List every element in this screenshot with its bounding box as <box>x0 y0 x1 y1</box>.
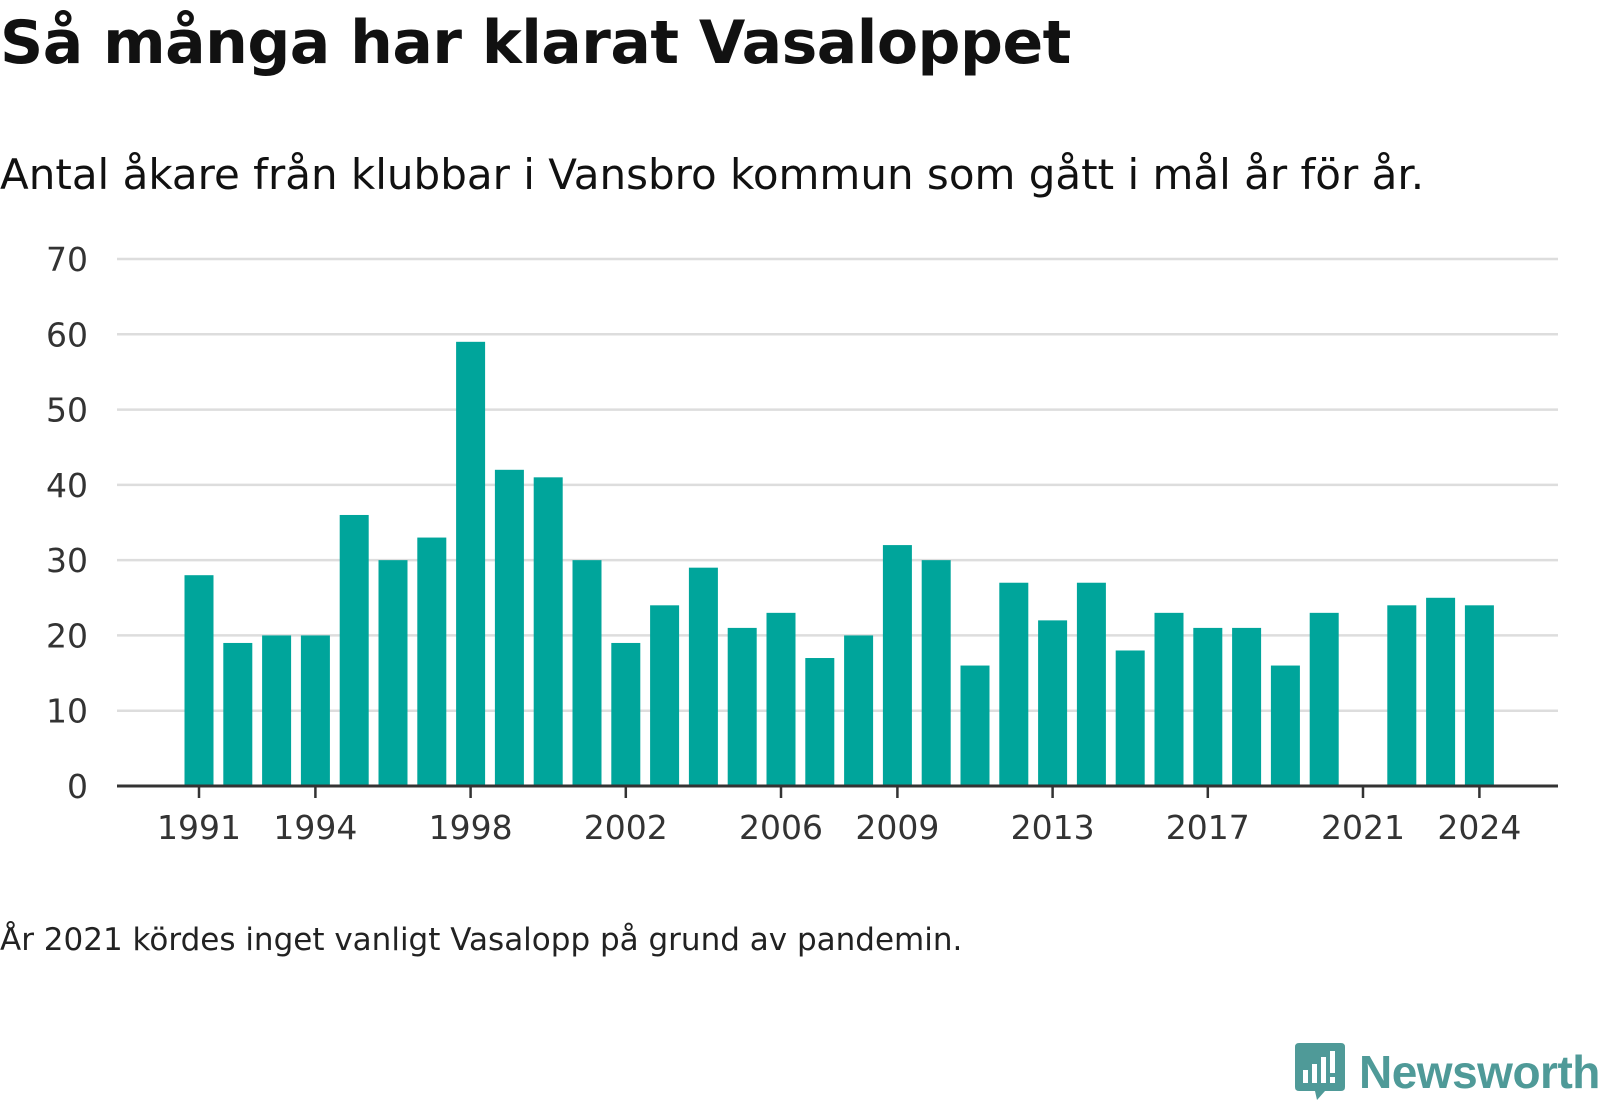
bar-1996 <box>378 560 408 786</box>
bar-chart: 0 10 20 30 40 50 60 70 1991 1994 1998 2002 2006 2009… <box>46 240 1558 847</box>
bar-2013 <box>1038 620 1068 786</box>
bar-2015 <box>1115 650 1145 786</box>
chart-subtitle: Antal åkare från klubbar i Vansbro kommu… <box>0 150 1425 199</box>
bar-2010 <box>921 560 951 786</box>
x-tick-label: 2006 <box>739 808 823 847</box>
x-tick-label: 2024 <box>1437 808 1521 847</box>
bar-2016 <box>1154 612 1184 786</box>
bar-1992 <box>223 642 253 786</box>
bar-2020 <box>1309 612 1339 786</box>
gridlines <box>117 257 1558 712</box>
bar-2000 <box>533 477 563 786</box>
x-tick-label: 2013 <box>1011 808 1095 847</box>
y-axis-tick-labels: 0 10 20 30 40 50 60 70 <box>46 240 88 806</box>
y-tick-label: 30 <box>46 541 88 580</box>
bar-2003 <box>650 605 680 786</box>
bars <box>184 341 1494 786</box>
bar-2012 <box>999 582 1029 786</box>
bar-1997 <box>417 537 447 786</box>
bar-1999 <box>494 469 524 786</box>
bar-2005 <box>727 627 757 786</box>
x-axis-ticks: 1991 1994 1998 2002 2006 2009 2013 2017 2021 2024 <box>157 786 1521 847</box>
footnote: År 2021 kördes inget vanligt Vasalopp på… <box>0 922 963 958</box>
bar-2014 <box>1076 582 1106 786</box>
bar-2008 <box>844 635 874 786</box>
x-tick-label: 1991 <box>157 808 241 847</box>
bar-2007 <box>805 658 835 786</box>
newsworthy-chart-bubble-icon <box>1295 1043 1345 1100</box>
y-tick-label: 60 <box>46 315 88 354</box>
bar-2023 <box>1426 597 1456 786</box>
bar-2011 <box>960 665 990 786</box>
bar-1998 <box>456 341 486 786</box>
y-tick-label: 70 <box>46 240 88 279</box>
bar-1995 <box>339 514 369 786</box>
y-tick-label: 50 <box>46 391 88 430</box>
bar-1993 <box>262 635 292 786</box>
bar-2001 <box>572 560 602 786</box>
x-tick-label: 2009 <box>855 808 939 847</box>
bar-2022 <box>1387 605 1417 786</box>
bar-2017 <box>1193 627 1223 786</box>
bar-2018 <box>1232 627 1262 786</box>
bar-2002 <box>611 642 641 786</box>
x-tick-label: 2021 <box>1321 808 1405 847</box>
bar-2019 <box>1270 665 1300 786</box>
y-tick-label: 40 <box>46 466 88 505</box>
bar-2006 <box>766 612 796 786</box>
newsworthy-logo: Newsworthy <box>1295 1043 1600 1101</box>
x-tick-label: 1998 <box>429 808 513 847</box>
x-tick-label: 2002 <box>584 808 668 847</box>
bar-2009 <box>882 545 912 786</box>
brand-name: Newsworthy <box>1359 1046 1600 1098</box>
bar-2004 <box>688 567 718 786</box>
x-tick-label: 2017 <box>1166 808 1250 847</box>
bar-1994 <box>300 635 330 786</box>
x-tick-label: 1994 <box>273 808 357 847</box>
bar-2024 <box>1464 605 1494 786</box>
y-tick-label: 0 <box>67 767 88 806</box>
chart-title: Så många har klarat Vasaloppet <box>0 8 1071 78</box>
bar-1991 <box>184 575 214 786</box>
y-tick-label: 10 <box>46 692 88 731</box>
y-tick-label: 20 <box>46 616 88 655</box>
